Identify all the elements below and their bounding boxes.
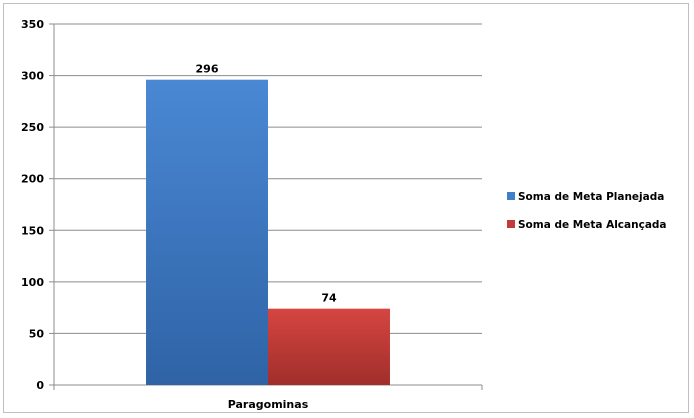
legend-swatch	[507, 220, 515, 228]
axes: 0 50 100 150 200 250 300 350 Paragominas	[21, 18, 483, 411]
data-labels: 296 74	[196, 63, 337, 305]
y-tick-label: 0	[36, 379, 44, 392]
legend: Soma de Meta Planejada Soma de Meta Alcan…	[507, 191, 667, 231]
data-label: 296	[196, 63, 219, 76]
data-label: 74	[321, 292, 337, 305]
legend-swatch	[507, 192, 515, 200]
y-tick-label: 200	[21, 173, 44, 186]
y-tick-label: 100	[21, 276, 44, 289]
y-tick-label: 50	[29, 327, 45, 340]
y-tick-label: 250	[21, 121, 44, 134]
legend-label: Soma de Meta Planejada	[518, 191, 664, 203]
y-tick-label: 150	[21, 224, 44, 237]
bars	[146, 79, 390, 385]
y-tick-label: 350	[21, 18, 44, 31]
legend-label: Soma de Meta Alcançada	[518, 219, 667, 231]
bar-alcancada	[268, 308, 390, 385]
bar-planejada	[146, 79, 268, 385]
x-category-label: Paragominas	[228, 398, 309, 411]
y-tick-label: 300	[21, 70, 44, 83]
